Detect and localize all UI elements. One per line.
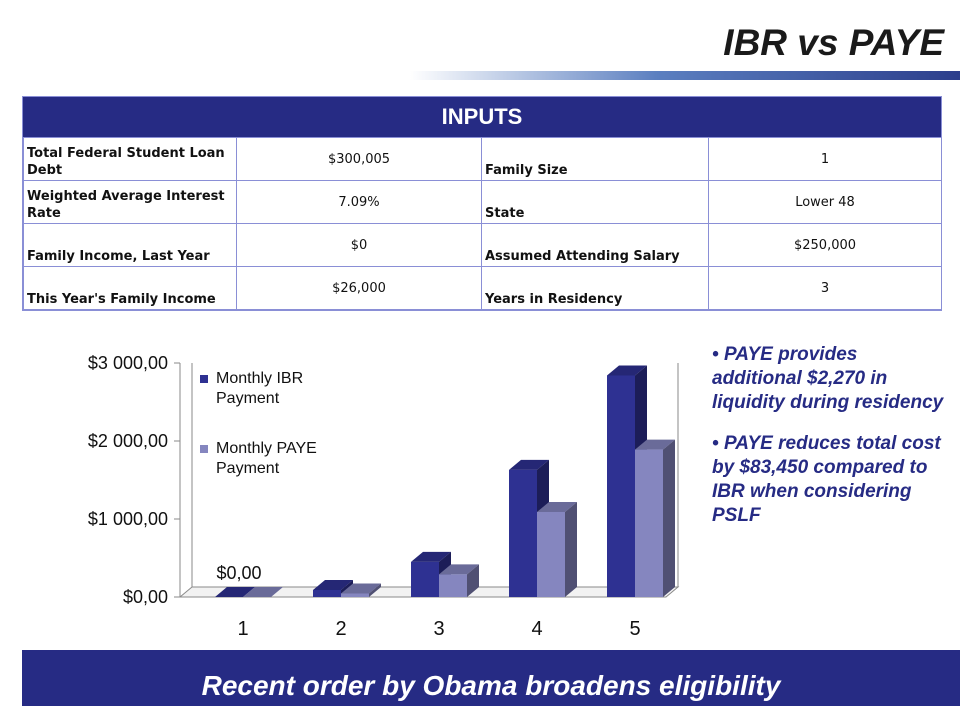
inputs-table: INPUTS Total Federal Student Loan Debt $… — [22, 96, 942, 311]
input-label: Weighted Average Interest Rate — [23, 180, 237, 224]
input-label: State — [481, 180, 709, 224]
bar-ibr — [313, 589, 341, 597]
bar-top — [635, 439, 675, 450]
bar-ibr — [509, 469, 537, 597]
data-label: $0,00 — [216, 563, 261, 583]
footer-banner: Recent order by Obama broadens eligibili… — [22, 650, 960, 706]
table-row: Weighted Average Interest Rate 7.09% Sta… — [23, 180, 942, 224]
bar-ibr — [607, 375, 635, 597]
legend-swatch — [200, 445, 208, 453]
title-underline — [410, 71, 960, 80]
bar-top — [313, 579, 353, 590]
table-row: Total Federal Student Loan Debt $300,005… — [23, 137, 942, 181]
y-tick-label: $3 000,00 — [88, 353, 168, 373]
input-value: $0 — [236, 223, 482, 267]
inputs-grid: Total Federal Student Loan Debt $300,005… — [23, 137, 942, 310]
note-item: • PAYE provides additional $2,270 in liq… — [712, 344, 944, 413]
table-row: Family Income, Last Year $0 Assumed Atte… — [23, 223, 942, 267]
input-value: $26,000 — [236, 266, 482, 310]
payment-chart: $0,00 $1 000,00 $2 000,00 $3 000,00 1 2 3 4 5 $0,… — [20, 335, 700, 645]
input-label: Assumed Attending Salary — [481, 223, 709, 267]
bar-paye — [635, 449, 663, 597]
bar-ibr — [411, 561, 439, 597]
y-tick-label: $0,00 — [123, 587, 168, 607]
input-value: 1 — [708, 137, 942, 181]
bar-top — [243, 587, 283, 597]
bar-top — [411, 551, 451, 562]
x-tick-label: 3 — [433, 618, 444, 640]
legend-swatch — [200, 375, 208, 383]
input-value: 7.09% — [236, 180, 482, 224]
bar-top — [607, 365, 647, 376]
bar-side — [663, 439, 675, 597]
input-value: Lower 48 — [708, 180, 942, 224]
x-tick-label: 5 — [629, 618, 640, 640]
bar-paye — [537, 511, 565, 597]
bar-paye — [439, 574, 467, 597]
input-value: $250,000 — [708, 223, 942, 267]
bar-side — [369, 583, 381, 597]
note-item: • PAYE reduces total cost by $83,450 com… — [712, 433, 941, 526]
x-tick-label: 2 — [335, 618, 346, 640]
bar-top — [509, 459, 549, 470]
input-value: 3 — [708, 266, 942, 310]
input-label: Family Size — [481, 137, 709, 181]
key-notes: • PAYE provides additional $2,270 in liq… — [712, 343, 952, 545]
legend-label: Monthly PAYE Payment — [216, 440, 317, 477]
x-tick-label: 1 — [237, 618, 248, 640]
bar-top — [341, 583, 381, 594]
input-label: Years in Residency — [481, 266, 709, 310]
bar-top — [537, 501, 577, 512]
y-tick-label: $1 000,00 — [88, 509, 168, 529]
bar-chart-svg: $0,00 $1 000,00 $2 000,00 $3 000,00 1 2 3 4 5 $0,… — [88, 353, 680, 640]
note-text: PAYE reduces total cost by $83,450 compa… — [712, 433, 941, 526]
legend-label: Monthly IBR Payment — [216, 370, 303, 407]
input-label: Family Income, Last Year — [23, 223, 237, 267]
table-row: This Year's Family Income $26,000 Years … — [23, 266, 942, 310]
bar-side — [467, 564, 479, 597]
bar-paye — [341, 593, 369, 597]
page-title: IBR vs PAYE — [723, 22, 944, 63]
bar-side — [565, 501, 577, 597]
inputs-heading: INPUTS — [23, 97, 941, 137]
input-label: This Year's Family Income — [23, 266, 237, 310]
x-tick-label: 4 — [531, 618, 542, 640]
y-tick-label: $2 000,00 — [88, 431, 168, 451]
note-text: PAYE provides additional $2,270 in liqui… — [712, 344, 944, 413]
input-label: Total Federal Student Loan Debt — [23, 137, 237, 181]
bar-top — [439, 564, 479, 575]
input-value: $300,005 — [236, 137, 482, 181]
bar-top — [215, 587, 255, 597]
